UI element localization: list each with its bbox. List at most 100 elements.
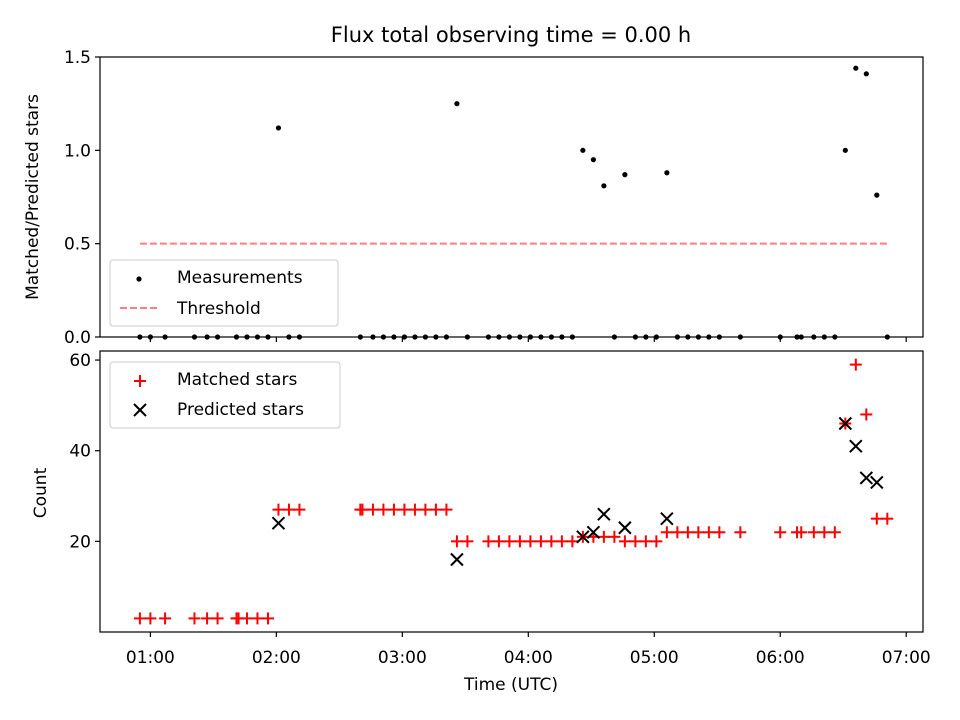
- measurement-point: [863, 71, 869, 77]
- matched-star-point: [211, 612, 224, 625]
- matched-star-point: [387, 503, 400, 516]
- matched-star-point: [734, 526, 747, 539]
- matched-star-point: [774, 526, 787, 539]
- matched-star-point: [828, 526, 841, 539]
- legend-measurements-marker: [136, 276, 142, 282]
- matched-star-point: [429, 503, 442, 516]
- legend-predicted-marker: [133, 403, 147, 417]
- matched-star-point: [188, 612, 201, 625]
- top-panel: Flux total observing time = 0.00 h 0.0 0.…: [23, 23, 924, 348]
- matched-star-point: [618, 535, 631, 548]
- matched-star-point: [356, 503, 369, 516]
- matched-star-point: [639, 535, 652, 548]
- matched-star-point: [293, 503, 306, 516]
- top-chart-title: Flux total observing time = 0.00 h: [331, 23, 691, 47]
- measurement-point: [275, 125, 282, 131]
- matched-star-point: [377, 503, 390, 516]
- measurement-point: [454, 101, 460, 107]
- predicted-star-point: [849, 439, 863, 453]
- matched-star-point: [849, 358, 862, 371]
- predicted-star-point: [870, 475, 884, 490]
- matched-star-point: [251, 612, 264, 625]
- predicted-star-point: [586, 525, 601, 539]
- matched-star-point: [366, 503, 379, 516]
- bottom-legend: Matched stars Predicted stars: [109, 361, 341, 429]
- matched-star-point: [201, 612, 214, 625]
- x-tick-label: 02:00: [252, 648, 301, 668]
- matched-star-point: [566, 535, 579, 548]
- matched-star-point: [408, 503, 421, 516]
- bottom-x-axis-label: Time (UTC): [463, 675, 558, 695]
- measurement-point: [580, 147, 586, 153]
- predicted-star-point: [859, 471, 874, 485]
- x-tick-label: 04:00: [504, 648, 553, 668]
- matched-star-point: [133, 612, 146, 625]
- top-plot-area: 0.0 0.5 1.0 1.5: [64, 48, 924, 348]
- matched-star-point: [159, 612, 172, 625]
- y-tick-label: 0.0: [64, 328, 91, 348]
- matched-star-point: [513, 535, 526, 548]
- matched-star-point: [503, 535, 516, 548]
- matched-star-point: [870, 512, 883, 525]
- series-matched-stars: [133, 358, 894, 625]
- matched-star-point: [807, 526, 820, 539]
- matched-star-point: [795, 526, 808, 539]
- y-tick-label: 60: [69, 351, 91, 371]
- y-tick-label: 0.5: [64, 235, 91, 255]
- matched-star-point: [524, 535, 537, 548]
- y-tick-label: 20: [69, 532, 91, 552]
- predicted-star-point: [271, 516, 286, 530]
- legend-threshold-label: Threshold: [176, 299, 261, 319]
- measurement-point: [842, 147, 848, 153]
- matched-star-point: [450, 535, 463, 548]
- legend-matched-marker: [134, 375, 146, 387]
- top-legend: Measurements Threshold: [109, 259, 339, 327]
- matched-star-point: [702, 526, 715, 539]
- matched-star-point: [692, 526, 705, 539]
- matched-star-point: [461, 535, 474, 548]
- matched-star-point: [440, 503, 453, 516]
- matched-star-point: [272, 503, 285, 516]
- bottom-legend-box: [109, 361, 341, 429]
- top-legend-box: [109, 259, 339, 327]
- matched-star-point: [240, 612, 253, 625]
- x-tick-label: 03:00: [378, 648, 427, 668]
- measurement-point: [622, 172, 628, 178]
- bottom-plot-area: 20 40 60 01:00 02:00 03:00 04:00 05:00 06:00 07:0…: [69, 350, 931, 668]
- matched-star-point: [818, 526, 831, 539]
- legend-predicted-label: Predicted stars: [177, 400, 304, 420]
- bottom-panel: 20 40 60 01:00 02:00 03:00 04:00 05:00 06:00 07:0…: [31, 350, 931, 695]
- matched-star-point: [629, 535, 642, 548]
- predicted-star-point: [597, 507, 611, 521]
- matched-star-point: [261, 612, 274, 625]
- matched-star-point: [881, 512, 894, 525]
- matched-star-point: [608, 530, 621, 543]
- predicted-star-point: [838, 416, 853, 431]
- matched-star-point: [492, 535, 505, 548]
- series-measurements: [137, 65, 890, 340]
- matched-star-point: [860, 408, 873, 421]
- matched-star-point: [555, 535, 568, 548]
- matched-star-point: [482, 535, 495, 548]
- matched-star-point: [650, 535, 663, 548]
- matched-star-point: [419, 503, 432, 516]
- measurement-point: [664, 170, 670, 176]
- plot-frame: [99, 350, 924, 633]
- measurement-point: [601, 183, 607, 189]
- matched-star-point: [597, 530, 610, 543]
- predicted-star-point: [618, 521, 632, 535]
- matched-star-point: [713, 526, 726, 539]
- y-tick-label: 1.0: [64, 141, 91, 161]
- matched-star-point: [144, 612, 157, 625]
- x-tick-label: 07:00: [882, 648, 931, 668]
- matched-star-point: [681, 526, 694, 539]
- predicted-star-point: [660, 511, 674, 526]
- measurement-point: [874, 192, 880, 198]
- series-predicted-stars: [271, 416, 884, 567]
- matched-star-point: [660, 526, 673, 539]
- matched-star-point: [282, 503, 295, 516]
- predicted-star-point: [450, 552, 464, 567]
- matched-star-point: [671, 526, 684, 539]
